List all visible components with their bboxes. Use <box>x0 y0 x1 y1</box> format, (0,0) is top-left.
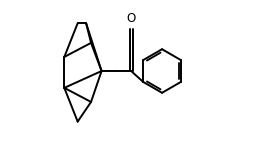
Text: O: O <box>126 12 136 25</box>
